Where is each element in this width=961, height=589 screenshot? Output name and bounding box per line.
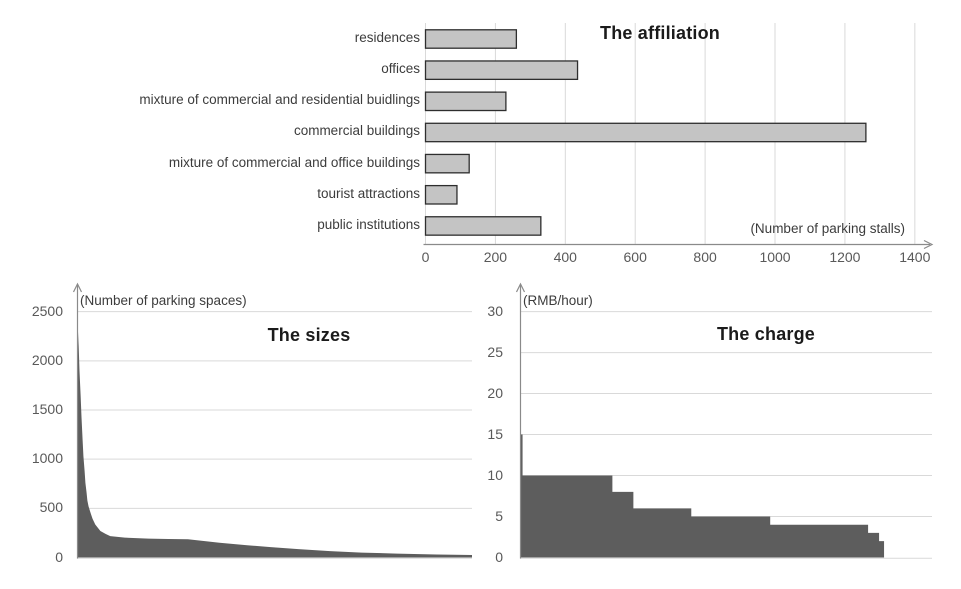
affiliation-category-label: mixture of commercial and office buildin… [168,154,420,170]
affiliation-x-tick: 400 [553,249,577,265]
charge-y-tick: 0 [495,548,503,565]
charge-y-tick: 20 [487,384,503,401]
affiliation-category-label: public institutions [317,216,420,232]
affiliation-x-tick: 800 [693,249,717,265]
sizes-y-tick: 500 [39,499,63,516]
affiliation-x-tick: 200 [483,249,508,265]
affiliation-category-label: commercial buildings [293,123,420,139]
sizes-y-tick: 0 [55,548,63,565]
sizes-y-tick: 2000 [31,351,63,368]
affiliation-x-tick: 1200 [829,249,861,265]
affiliation-x-tick: 600 [623,249,647,265]
charge-y-tick: 30 [487,302,503,319]
affiliation-x-tick: 1400 [899,249,931,265]
sizes-y-axis-note: (Number of parking spaces) [80,293,247,308]
charge-y-tick: 15 [487,425,503,442]
affiliation-category-label: residences [354,30,420,45]
affiliation-category-label: tourist attractions [317,185,420,201]
sizes-y-tick: 1500 [31,401,63,417]
sizes-title: The sizes [267,325,351,345]
affiliation-category-label: mixture of commercial and residential bu… [139,92,420,108]
sizes-y-tick: 1000 [31,450,63,467]
sizes-y-tick: 2500 [31,302,63,319]
charge-y-tick: 10 [487,466,503,483]
charge-y-axis-note: (RMB/hour) [523,293,593,308]
affiliation-category-label: offices [381,61,420,77]
affiliation-x-tick: 0 [421,249,430,265]
affiliation-x-tick: 1000 [759,249,791,265]
charge-y-tick: 25 [487,343,503,360]
charge-y-tick: 5 [495,507,503,524]
affiliation-title: The affiliation [600,23,720,43]
affiliation-x-axis-note: (Number of parking stalls) [750,221,905,236]
charge-title: The charge [716,324,816,344]
